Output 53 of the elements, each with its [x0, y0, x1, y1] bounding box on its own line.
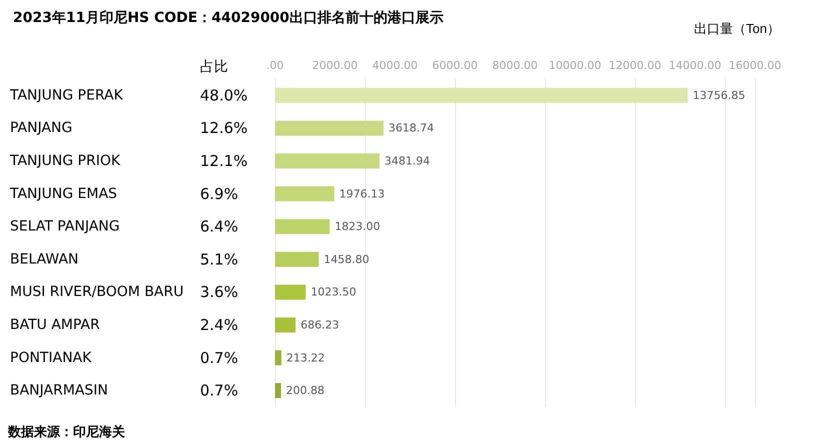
- bar: [275, 284, 306, 300]
- y-tick-label: TANJUNG PRIOK: [9, 153, 121, 169]
- x-tick-label: 10000.00: [548, 59, 602, 72]
- data-label: 1823.00: [334, 220, 380, 234]
- y-tick-label: BANJARMASIN: [10, 382, 108, 399]
- bar: [275, 186, 334, 202]
- data-label: 1458.80: [324, 252, 370, 266]
- data-label: 13756.85: [692, 88, 746, 102]
- text: 占比: [200, 59, 228, 75]
- x-tick-label: 14000.00: [668, 59, 722, 72]
- text: 5.1%: [200, 250, 238, 268]
- text: 6.4%: [200, 218, 238, 236]
- data-label: 213.22: [286, 351, 325, 364]
- chart-title: 2023年11月印尼HS CODE：44029000出口排名前十的港口展示: [13, 10, 444, 26]
- text: 0.7%: [200, 348, 238, 367]
- bar: [275, 252, 319, 267]
- y-tick-label: TANJUNG EMAS: [9, 186, 118, 202]
- text: 6.9%: [200, 184, 238, 203]
- text: 3.6%: [200, 283, 238, 302]
- x-tick-label: 2000.00: [312, 59, 358, 72]
- y-tick-label: MUSI RIVER/BOOM BARU: [10, 284, 184, 300]
- bar: [275, 88, 688, 103]
- text: 12.6%: [200, 119, 248, 138]
- data-label: 3481.94: [384, 154, 430, 168]
- text: 0.7%: [200, 382, 238, 400]
- data-label: 200.88: [286, 384, 325, 398]
- data-label: 3618.74: [388, 122, 434, 135]
- x-tick-label: 4000.00: [372, 59, 418, 72]
- bar: [275, 383, 282, 398]
- text: 48.0%: [200, 86, 248, 104]
- bar: [275, 318, 296, 332]
- source-note: 数据来源：印尼海关: [7, 424, 126, 440]
- x-tick-label: 8000.00: [492, 59, 538, 72]
- x-tick-label: 12000.00: [608, 59, 662, 72]
- y-tick-label: TANJUNG PERAK: [9, 87, 124, 104]
- data-label: 1976.13: [339, 187, 385, 200]
- text: 2.4%: [200, 316, 238, 334]
- bar: [275, 350, 282, 366]
- data-label: 686.23: [300, 318, 340, 332]
- bar: [275, 219, 330, 234]
- data-label: 1023.50: [310, 286, 356, 299]
- y-tick-label: PONTIANAK: [10, 350, 92, 366]
- y-tick-label: SELAT PANJANG: [10, 218, 120, 235]
- x-tick-label: 16000.00: [728, 59, 782, 72]
- bar: [275, 120, 384, 136]
- bar: [275, 154, 380, 168]
- y-tick-label: PANJANG: [10, 120, 72, 136]
- x-tick-label: .00: [266, 59, 284, 72]
- text: 12.1%: [200, 152, 248, 170]
- y-tick-label: BELAWAN: [10, 251, 79, 268]
- y-tick-label: BATU AMPAR: [10, 317, 100, 333]
- x-axis-title: 出口量（Ton）: [694, 21, 780, 36]
- x-tick-label: 6000.00: [432, 59, 478, 72]
